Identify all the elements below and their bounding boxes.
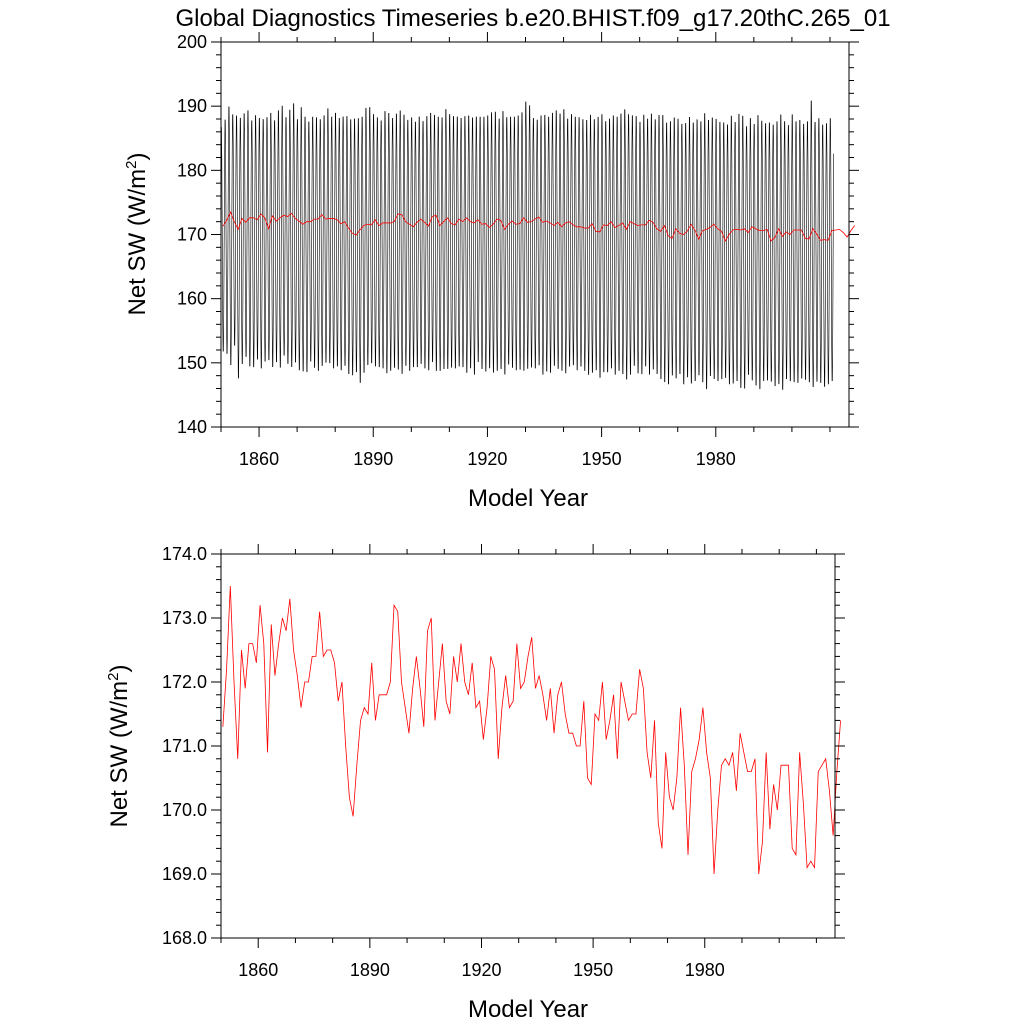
x-tick-label: 1890 bbox=[350, 960, 390, 980]
y-axis-label-superscript: 2 bbox=[123, 161, 140, 169]
y-axis-label-close: ) bbox=[124, 153, 151, 161]
y-tick-label: 160 bbox=[177, 289, 207, 309]
x-tick-label: 1950 bbox=[582, 449, 622, 469]
y-axis-label-superscript: 2 bbox=[105, 673, 122, 681]
x-axis-label: Model Year bbox=[468, 996, 588, 1023]
y-tick-label: 169.0 bbox=[162, 864, 207, 884]
y-axis-ticks: 168.0 169.0 170.0 171.0 172.0 173.0 174.0 bbox=[162, 544, 845, 948]
y-axis-label: Net SW (W/m2) bbox=[123, 153, 151, 316]
y-tick-label: 170.0 bbox=[162, 800, 207, 820]
monthly-series-line bbox=[221, 100, 834, 390]
y-tick-label: 140 bbox=[177, 417, 207, 437]
x-tick-label: 1920 bbox=[461, 960, 501, 980]
annual-mean-series bbox=[222, 585, 841, 875]
y-tick-label: 190 bbox=[177, 96, 207, 116]
annual-mean-overlay-line bbox=[222, 211, 856, 242]
x-tick-label: 1860 bbox=[239, 449, 279, 469]
annual-mean-line bbox=[222, 585, 841, 875]
y-axis-label-close: ) bbox=[106, 665, 133, 673]
annual-mean-series-overlay bbox=[222, 211, 856, 242]
y-tick-label: 180 bbox=[177, 160, 207, 180]
y-tick-label: 171.0 bbox=[162, 736, 207, 756]
y-tick-label: 150 bbox=[177, 353, 207, 373]
x-tick-label: 1980 bbox=[696, 449, 736, 469]
y-tick-label: 170 bbox=[177, 225, 207, 245]
timeseries-panel-annual: 168.0 169.0 170.0 171.0 172.0 173.0 174.0 1860… bbox=[105, 544, 845, 1023]
x-axis-ticks: 1860 1890 1920 1950 1980 bbox=[220, 32, 831, 469]
x-tick-label: 1860 bbox=[238, 960, 278, 980]
y-tick-label: 200 bbox=[177, 32, 207, 52]
x-axis-ticks: 1860 1890 1920 1950 1980 bbox=[220, 544, 817, 980]
chart-title: Global Diagnostics Timeseries b.e20.BHIS… bbox=[175, 5, 890, 32]
x-tick-label: 1890 bbox=[353, 449, 393, 469]
x-axis-label: Model Year bbox=[468, 485, 588, 512]
y-tick-label: 168.0 bbox=[162, 928, 207, 948]
x-tick-label: 1950 bbox=[573, 960, 613, 980]
timeseries-panel-monthly: 140 150 160 170 180 190 200 1860 1890 1920 1950 19… bbox=[123, 32, 859, 512]
monthly-series bbox=[221, 100, 834, 390]
x-tick-label: 1920 bbox=[467, 449, 507, 469]
y-axis-label-main: Net SW (W/m bbox=[106, 681, 133, 828]
y-axis-ticks: 140 150 160 170 180 190 200 bbox=[177, 32, 859, 437]
x-tick-label: 1980 bbox=[685, 960, 725, 980]
y-tick-label: 173.0 bbox=[162, 608, 207, 628]
y-axis-label-main: Net SW (W/m bbox=[124, 169, 151, 316]
y-axis-label: Net SW (W/m2) bbox=[105, 665, 133, 828]
y-tick-label: 174.0 bbox=[162, 544, 207, 564]
y-tick-label: 172.0 bbox=[162, 672, 207, 692]
